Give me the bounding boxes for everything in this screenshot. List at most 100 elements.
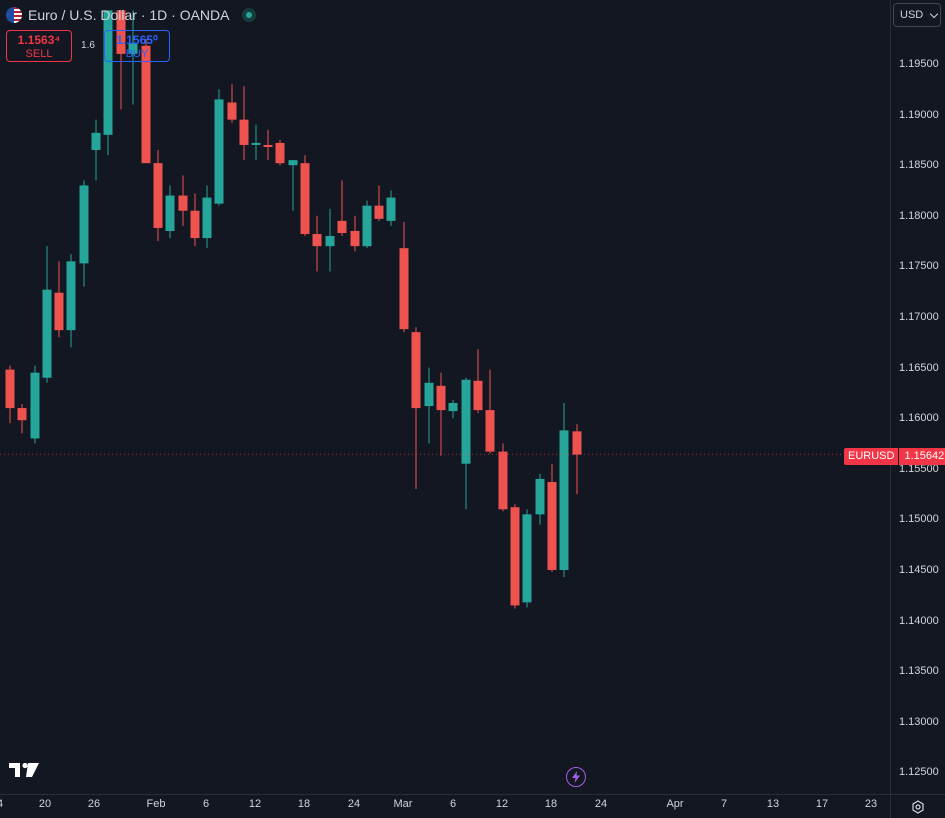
x-tick-label: 13 [766,798,780,810]
spread-value: 1.6 [81,40,95,51]
candle-body [436,385,446,411]
candle-mar-9 [461,377,471,510]
candle-jan-20 [42,246,52,383]
candlestick-chart[interactable] [0,0,890,794]
y-tick-label: 1.14000 [899,614,939,627]
x-tick-label: 6 [202,798,210,810]
candle-body [178,195,188,211]
buy-button[interactable]: 1.1565⁰ BUY [104,30,170,62]
y-tick-label: 1.17500 [899,260,939,273]
gear-icon [912,799,924,814]
candle-body [535,478,545,515]
sell-price: 1.1563⁴ [17,33,61,47]
x-tick-label: 12 [248,798,262,810]
currency-selector[interactable]: USD [893,3,941,27]
y-tick-label: 1.12500 [899,766,939,779]
candle-mar-5 [436,372,446,456]
candle-body [239,119,249,145]
time-axis[interactable]: 4 20 26 Feb 6 12 18 24 Mar 6 12 18 24 Apr 7 13 17 23 [0,794,890,818]
y-tick-label: 1.19000 [899,108,939,121]
x-tick-label: 18 [297,798,311,810]
candle-body [325,236,335,247]
candle-feb-23 [337,180,347,237]
y-tick-label: 1.16000 [899,412,939,425]
candle-mar-6 [448,399,458,419]
y-tick-label: 1.14500 [899,564,939,576]
y-tick-label: 1.13000 [899,715,939,728]
chevron-down-icon [929,9,939,18]
last-price-symbol: EURUSD [844,448,899,465]
price-axis[interactable]: 1.19500 1.19000 1.18500 1.18000 1.17500 1.170… [890,0,945,794]
candle-feb-6 [202,185,212,249]
candle-mar-12 [498,443,508,512]
chart-settings-button[interactable] [890,794,945,818]
eur-usd-flag-icon [6,7,22,23]
candle-body [559,430,569,570]
y-tick-label: 1.16500 [899,361,939,374]
candle-feb-20 [325,208,335,272]
candle-body [461,379,471,464]
buy-price: 1.1565⁰ [116,33,158,47]
candle-body [91,132,101,151]
candle-body [386,197,396,221]
candle-jan-27 [103,10,113,156]
candle-body [547,481,557,570]
candle-body [424,382,434,407]
candle-jan-28 [116,10,126,110]
y-tick-label: 1.15500 [899,462,939,475]
y-tick-label: 1.17000 [899,311,939,323]
candle-feb-4 [178,175,188,226]
candle-feb-19 [312,215,322,272]
candle-mar-13 [510,504,520,609]
candle-jan-26 [91,119,101,181]
candle-body [411,332,421,409]
last-price-value: 1.15642 [899,448,945,465]
candle-body [300,163,310,235]
candle-body [288,160,298,166]
candle-body [251,142,261,145]
candle-jan-23 [79,180,89,287]
candle-feb-5 [190,193,200,247]
x-tick-label: 23 [864,798,878,810]
candle-body [42,289,52,378]
x-tick-label: 12 [495,798,509,810]
candle-body [448,403,458,412]
market-open-dot-icon [241,8,256,22]
candle-feb-27 [386,190,396,226]
candle-feb-12 [251,124,261,161]
candle-jan-22 [66,254,76,348]
x-tick-label: 4 [0,798,3,810]
buy-label: BUY [125,48,149,60]
candle-body [190,210,200,239]
symbol-title[interactable]: Euro / U.S. Dollar · 1D · OANDA [28,7,230,23]
y-tick-label: 1.15000 [899,513,939,526]
x-tick-label: 17 [815,798,829,810]
candle-body [498,451,508,510]
candle-body [337,220,347,234]
candle-feb-24 [350,215,360,252]
candle-body [153,163,163,228]
candle-mar-17 [535,473,545,525]
candle-body [165,195,175,231]
x-tick-label: 20 [38,798,52,810]
x-tick-label: 7 [720,798,728,810]
candle-feb-3 [165,185,175,239]
candle-body [116,10,126,54]
currency-label: USD [900,9,924,21]
x-tick-label: 26 [87,798,101,810]
candle-jan-15 [5,365,15,424]
candle-mar-10 [473,349,483,414]
lightning-icon[interactable] [566,767,586,787]
candle-mar-11 [485,369,495,454]
candle-body [362,205,372,247]
candle-body [263,144,273,147]
x-tick-label: 24 [594,798,608,810]
candle-body [399,248,409,330]
tradingview-logo-icon[interactable] [8,760,42,780]
candle-jan-16 [17,404,27,434]
candle-feb-2 [153,150,163,242]
x-tick-label: 6 [449,798,457,810]
candle-feb-26 [374,185,384,221]
x-tick-label: 24 [347,798,361,810]
sell-button[interactable]: 1.1563⁴ SELL [6,30,72,62]
